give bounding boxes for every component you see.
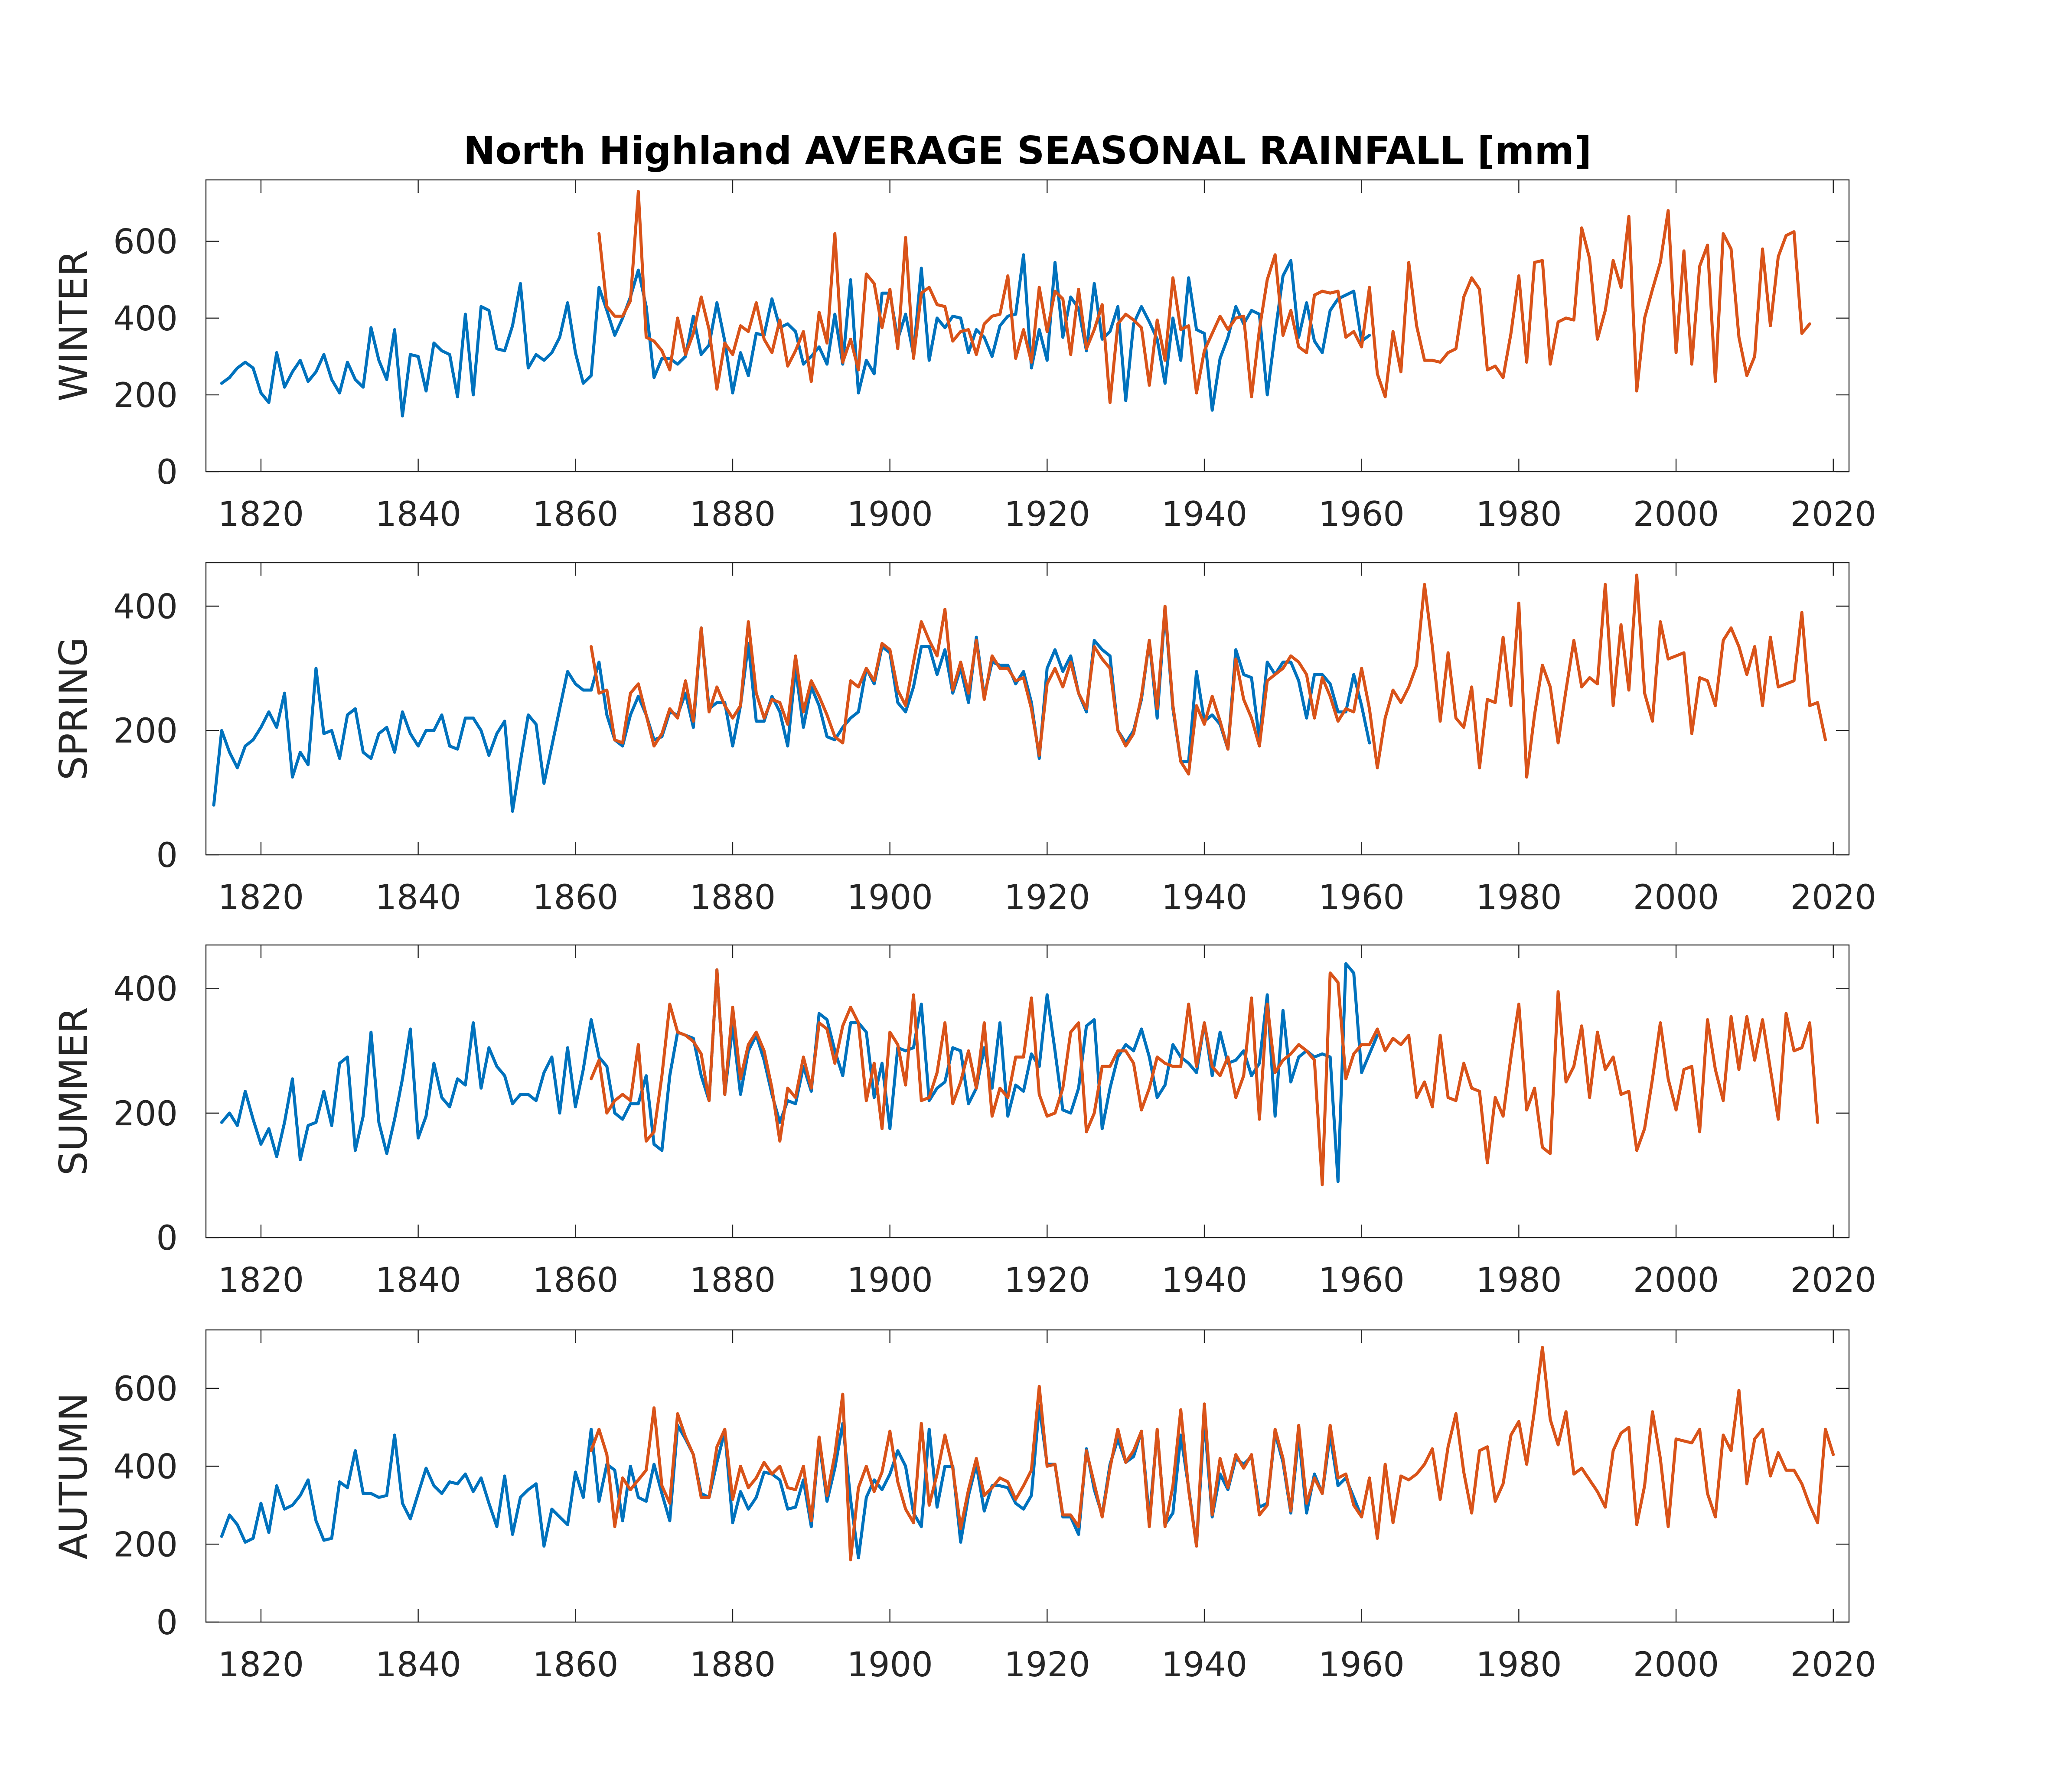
x-tick-label: 1840 [375,495,461,534]
y-axis-label: SPRING [51,637,96,780]
y-tick-label: 600 [113,1370,178,1409]
y-tick-label: 0 [156,1603,178,1642]
series-line-2 [590,1346,1835,1561]
x-tick-label: 2020 [1790,878,1876,917]
chart-panels: 1820 1840 1860 1880 1900 1920 1940 1960 1980 2000… [51,179,1876,1684]
y-axis-label: AUTUMN [51,1393,96,1560]
panel-autumn: 1820 1840 1860 1880 1900 1920 1940 1960 1980 2000… [51,1329,1876,1684]
x-tick-label: 1980 [1476,495,1562,534]
y-tick-label: 200 [113,1525,178,1564]
series-line-2 [590,573,1827,779]
x-tick-label: 1940 [1161,1261,1248,1300]
x-tick-label: 1820 [218,1645,304,1684]
y-tick-label: 400 [113,587,178,626]
y-tick-label: 400 [113,300,178,339]
series-line-2 [597,190,1811,404]
panel-summer: 1820 1840 1860 1880 1900 1920 1940 1960 1980 2000… [51,944,1876,1300]
y-tick-label: 200 [113,376,178,415]
x-tick-label: 1960 [1318,1261,1405,1300]
x-tick-label: 2020 [1790,495,1876,534]
x-tick-label: 1900 [847,495,933,534]
x-tick-label: 2000 [1633,878,1719,917]
x-tick-label: 1860 [532,878,619,917]
x-tick-label: 1900 [847,878,933,917]
x-tick-label: 1940 [1161,878,1248,917]
x-tick-label: 2000 [1633,495,1719,534]
x-tick-label: 1840 [375,878,461,917]
x-tick-label: 1960 [1318,878,1405,917]
y-tick-label: 200 [113,1095,178,1134]
x-tick-label: 1920 [1004,495,1090,534]
y-tick-label: 400 [113,1448,178,1487]
series-line-2 [590,968,1819,1186]
y-tick-label: 0 [156,836,178,875]
x-tick-label: 2020 [1790,1261,1876,1300]
x-tick-label: 1820 [218,495,304,534]
panel-winter: 1820 1840 1860 1880 1900 1920 1940 1960 1980 2000… [51,179,1876,534]
axes-frame [205,944,1850,1238]
x-tick-label: 1860 [532,1261,619,1300]
panel-spring: 1820 1840 1860 1880 1900 1920 1940 1960 1980 2000… [51,562,1876,917]
y-tick-label: 400 [113,970,178,1009]
x-tick-label: 2000 [1633,1645,1719,1684]
x-tick-label: 1860 [532,1645,619,1684]
x-tick-label: 1940 [1161,495,1248,534]
x-tick-label: 1860 [532,495,619,534]
x-tick-label: 1840 [375,1261,461,1300]
chart-title: North Highland AVERAGE SEASONAL RAINFALL… [463,128,1592,173]
x-tick-label: 1900 [847,1261,933,1300]
x-tick-label: 1960 [1318,1645,1405,1684]
x-tick-label: 1920 [1004,878,1090,917]
x-tick-label: 2020 [1790,1645,1876,1684]
x-tick-label: 1820 [218,1261,304,1300]
x-tick-label: 1820 [218,878,304,917]
y-tick-label: 0 [156,453,178,492]
x-tick-label: 1880 [690,495,776,534]
axes-frame [205,179,1850,472]
x-tick-label: 1980 [1476,878,1562,917]
series-line-1 [220,253,1371,418]
y-tick-label: 0 [156,1219,178,1258]
x-tick-label: 1920 [1004,1645,1090,1684]
x-tick-label: 1940 [1161,1645,1248,1684]
axes-frame [205,1329,1850,1623]
y-tick-label: 200 [113,712,178,751]
x-tick-label: 1880 [690,1645,776,1684]
x-tick-label: 1880 [690,1261,776,1300]
x-tick-label: 1880 [690,878,776,917]
x-tick-label: 1900 [847,1645,933,1684]
x-tick-label: 1980 [1476,1645,1562,1684]
y-axis-label: SUMMER [51,1007,96,1176]
y-tick-label: 600 [113,223,178,262]
x-tick-label: 1980 [1476,1261,1562,1300]
y-axis-label: WINTER [51,250,96,401]
x-tick-label: 1840 [375,1645,461,1684]
axes-frame [205,562,1850,856]
x-tick-label: 1960 [1318,495,1405,534]
x-tick-label: 2000 [1633,1261,1719,1300]
x-tick-label: 1920 [1004,1261,1090,1300]
series-line-1 [220,1404,1363,1560]
